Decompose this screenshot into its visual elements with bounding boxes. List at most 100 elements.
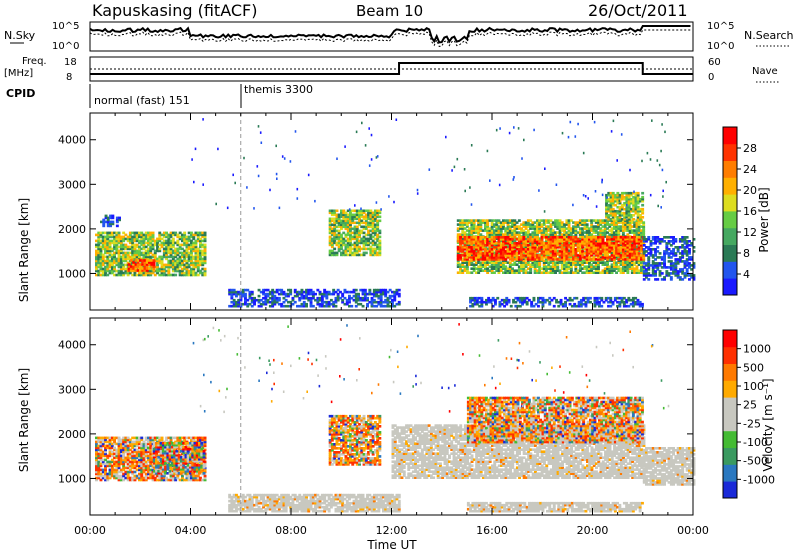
heatmap-cell xyxy=(95,249,98,253)
heatmap-cell xyxy=(271,298,275,302)
heatmap-cell xyxy=(126,273,130,277)
heatmap-cell xyxy=(617,244,621,247)
heatmap-cell xyxy=(115,263,119,267)
heatmap-cell xyxy=(629,209,633,213)
heatmap-cell xyxy=(336,288,340,292)
heatmap-cell xyxy=(637,246,641,249)
heatmap-cell xyxy=(499,233,503,236)
heatmap-cell xyxy=(468,256,471,259)
heatmap-cell xyxy=(616,201,620,205)
heatmap-cell xyxy=(513,252,517,255)
heatmap-cell xyxy=(595,296,599,300)
heatmap-cell xyxy=(554,265,557,268)
heatmap-cell xyxy=(109,214,112,218)
heatmap-cell xyxy=(101,239,105,243)
heatmap-cell xyxy=(626,261,630,264)
heatmap-cell xyxy=(612,269,616,272)
heatmap-cell xyxy=(578,249,582,252)
heatmap-cell xyxy=(625,211,629,215)
heatmap-cell xyxy=(685,264,689,267)
heatmap-cell xyxy=(305,304,308,308)
heatmap-cell xyxy=(531,225,535,228)
heatmap-cell xyxy=(615,257,618,260)
heatmap-cell xyxy=(160,243,164,247)
heatmap-cell xyxy=(185,243,189,247)
heatmap-cell xyxy=(639,207,642,211)
heatmap-cell xyxy=(472,250,476,253)
heatmap-cell xyxy=(508,235,512,238)
heatmap-cell xyxy=(459,238,462,241)
heatmap-cell xyxy=(106,220,110,224)
heatmap-cell xyxy=(174,263,178,267)
heatmap-cell xyxy=(332,300,336,304)
heatmap-cell xyxy=(640,246,643,249)
heatmap-cell xyxy=(617,261,621,264)
heatmap-cell xyxy=(160,271,164,275)
heatmap-cell xyxy=(181,261,184,265)
heatmap-cell xyxy=(593,296,597,300)
heatmap-cell xyxy=(516,304,520,308)
heatmap-cell xyxy=(636,201,640,205)
heatmap-cell xyxy=(654,274,657,277)
heatmap-cell xyxy=(592,271,596,274)
heatmap-cell xyxy=(115,243,119,247)
heatmap-cell xyxy=(516,298,520,302)
heatmap-cell xyxy=(610,229,614,232)
heatmap-cell xyxy=(463,236,467,239)
heatmap-cell xyxy=(502,244,505,247)
heatmap-cell xyxy=(642,236,646,239)
heatmap-cell xyxy=(320,298,324,302)
heatmap-cell xyxy=(569,242,573,245)
heatmap-cell xyxy=(636,216,640,219)
heatmap-cell xyxy=(484,245,487,248)
heatmap-cell xyxy=(468,227,471,230)
heatmap-cell xyxy=(592,265,596,268)
heatmap-cell xyxy=(594,242,598,245)
heatmap-cell xyxy=(608,256,612,259)
heatmap-cell xyxy=(113,255,116,259)
heatmap-cell xyxy=(499,223,503,226)
heatmap-cell xyxy=(551,247,555,250)
heatmap-cell xyxy=(504,236,508,239)
heatmap-cell xyxy=(627,199,631,203)
heatmap-cell xyxy=(584,296,588,300)
heatmap-cell xyxy=(143,261,147,264)
heatmap-cell xyxy=(495,258,499,261)
heatmap-cell xyxy=(624,225,628,228)
heatmap-cell xyxy=(328,249,332,253)
heatmap-cell xyxy=(599,261,603,264)
heatmap-cell xyxy=(504,231,508,234)
heatmap-cell xyxy=(560,241,564,244)
heatmap-cell xyxy=(605,197,608,201)
heatmap-cell xyxy=(165,247,168,251)
heatmap-cell xyxy=(95,257,98,261)
heatmap-cell xyxy=(346,227,350,231)
heatmap-cell xyxy=(574,229,578,232)
heatmap-cell xyxy=(624,254,628,257)
heatmap-cell xyxy=(169,253,173,257)
heatmap-cell xyxy=(337,213,341,217)
heatmap-cell xyxy=(323,288,327,292)
heatmap-cell xyxy=(153,239,157,243)
heatmap-cell xyxy=(594,227,598,230)
heatmap-cell xyxy=(619,236,623,239)
heatmap-cell xyxy=(364,243,368,247)
heatmap-cell xyxy=(498,304,502,308)
heatmap-cell xyxy=(583,231,587,234)
heatmap-cell xyxy=(542,254,546,257)
heatmap-cell xyxy=(681,270,685,273)
heatmap-cell xyxy=(520,269,523,272)
heatmap-cell xyxy=(560,246,564,249)
heatmap-cell xyxy=(565,256,569,259)
heatmap-cell xyxy=(692,250,696,253)
heatmap-cell xyxy=(108,263,112,267)
heatmap-cell xyxy=(637,261,641,264)
heatmap-cell xyxy=(669,264,673,267)
heatmap-cell xyxy=(504,233,508,236)
heatmap-cell xyxy=(524,258,528,261)
heatmap-cell xyxy=(513,233,517,236)
heatmap-cell xyxy=(341,298,345,302)
heatmap-cell xyxy=(176,239,180,243)
heatmap-cell xyxy=(522,229,526,232)
freq-tick-bottom: 8 xyxy=(66,72,72,83)
